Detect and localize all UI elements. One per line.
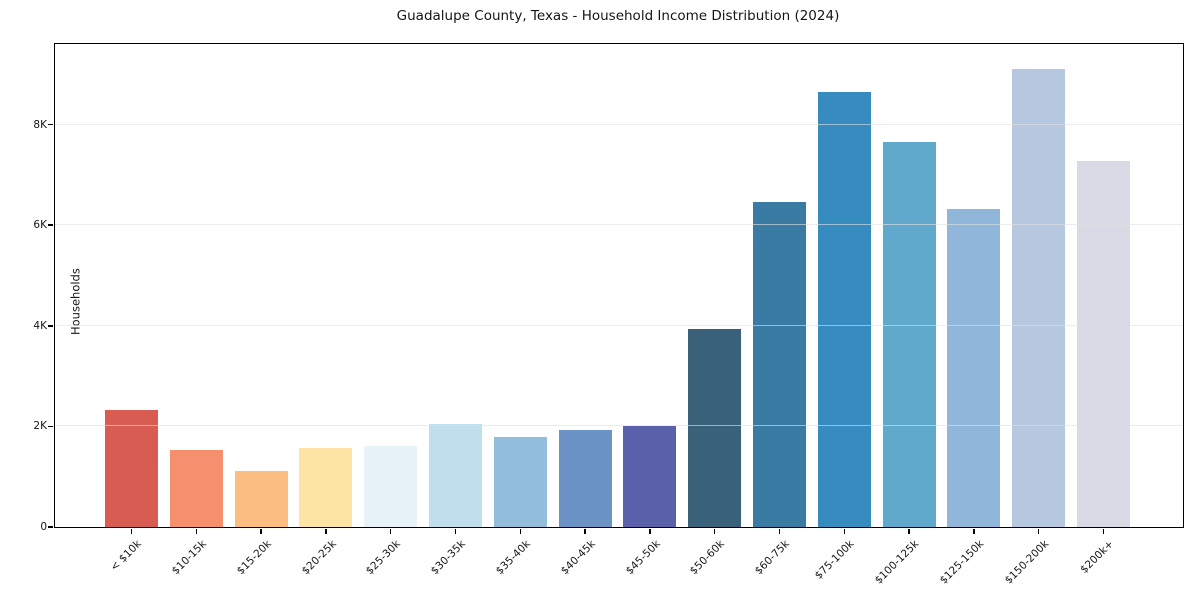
- x-tick-mark: [649, 529, 651, 534]
- gridline-6K: [55, 224, 1183, 226]
- x-tick-label: < $10k: [108, 538, 144, 574]
- bar-$25-30k: [364, 446, 418, 527]
- x-tick-label: $50-60k: [688, 538, 728, 578]
- x-tick-mark: [713, 529, 716, 534]
- x-tick-mark: [1102, 529, 1105, 534]
- bar-$50-60k: [688, 328, 742, 527]
- gridline-4K: [55, 324, 1183, 326]
- y-tick-mark: [48, 325, 53, 327]
- y-tick-label: 8K: [33, 118, 47, 131]
- bar-$10-15k: [169, 450, 223, 527]
- x-tick-mark: [454, 529, 457, 534]
- x-tick-mark: [260, 529, 262, 534]
- y-tick-label: 0: [40, 521, 47, 533]
- x-tick-label: $30-35k: [428, 538, 468, 578]
- x-tick-mark: [778, 529, 781, 534]
- bar-$35-40k: [493, 436, 547, 527]
- bar-$20-25k: [299, 448, 353, 527]
- x-tick-mark: [389, 529, 392, 534]
- x-tick-label: $75-100k: [812, 538, 857, 582]
- bar-$30-35k: [429, 423, 482, 527]
- x-tick-mark: [908, 529, 910, 534]
- bar-$150-200k: [1012, 69, 1066, 527]
- bar-$100-125k: [882, 141, 936, 527]
- x-tick-label: $200k+: [1078, 538, 1116, 576]
- y-tick-label: 2K: [33, 420, 47, 433]
- x-tick-label: $45-50k: [623, 538, 663, 578]
- x-tick-label: $40-45k: [558, 538, 598, 578]
- plot-area: Households 0 2K 4K 6K 8K < $10k $10-15k $15-20k…: [33, 43, 1184, 587]
- x-tick-mark: [325, 529, 327, 534]
- gridline-2K: [55, 425, 1183, 427]
- x-tick-mark: [519, 529, 522, 534]
- x-tick-label: $60-75k: [752, 538, 792, 578]
- x-tick-label: $35-40k: [493, 538, 533, 578]
- bar-$45-50k: [623, 425, 677, 527]
- bar-$40-45k: [558, 429, 612, 527]
- x-tick-label: $125-150k: [937, 538, 987, 587]
- chart-title: Guadalupe County, Texas - Household Inco…: [396, 8, 840, 24]
- x-tick-label: $100-125k: [873, 538, 922, 587]
- x-tick-label: $25-30k: [364, 538, 404, 578]
- y-tick-label: 4K: [33, 319, 47, 332]
- x-tick-label: $150-200k: [1002, 538, 1052, 587]
- bar-$200k+: [1077, 160, 1130, 527]
- y-tick-mark: [48, 123, 53, 126]
- gridline-8K: [55, 123, 1183, 125]
- x-tick-mark: [584, 529, 586, 534]
- x-tick-mark: [973, 529, 975, 534]
- y-tick-mark: [48, 425, 53, 428]
- bar-$75-100k: [817, 91, 871, 527]
- bar-< $10k: [105, 409, 158, 527]
- x-tick-label: $20-25k: [299, 538, 339, 578]
- bar-$125-150k: [947, 208, 1001, 527]
- bar-$15-20k: [234, 470, 288, 527]
- y-tick-mark: [48, 224, 53, 226]
- x-tick-label: $15-20k: [234, 538, 274, 578]
- y-tick-label: 6K: [33, 219, 47, 232]
- x-tick-label: $10-15k: [169, 538, 209, 578]
- y-tick-mark: [48, 526, 53, 528]
- x-tick-mark: [843, 529, 846, 534]
- bar-$60-75k: [753, 202, 806, 527]
- x-tick-mark: [130, 529, 133, 534]
- x-tick-mark: [195, 529, 198, 534]
- x-tick-mark: [1037, 529, 1040, 534]
